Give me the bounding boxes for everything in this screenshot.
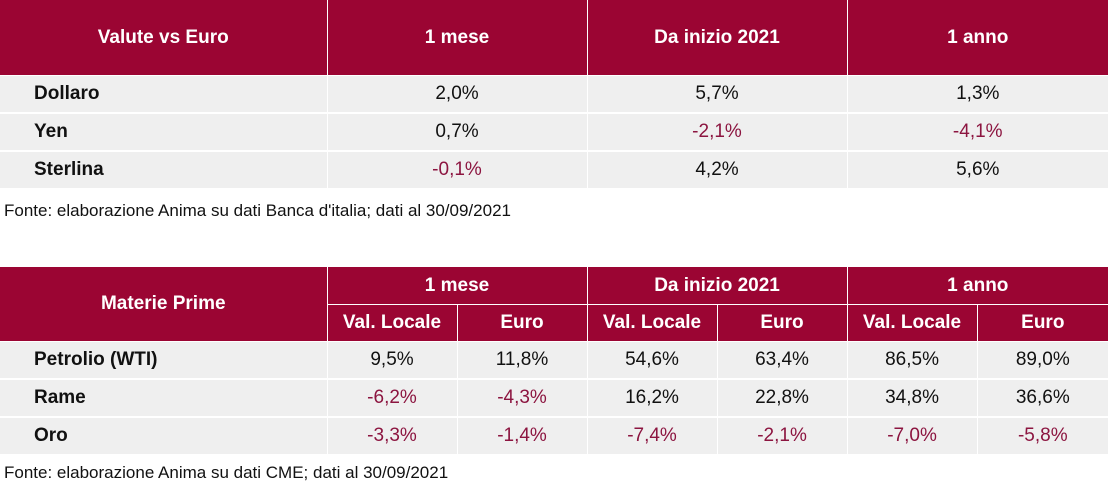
subheader-euro: Euro	[717, 304, 848, 342]
table-row: Dollaro 2,0% 5,7% 1,3%	[0, 75, 1108, 114]
cell-value: -4,3%	[457, 379, 588, 418]
commodities-subheader-row: Val. Locale Euro Val. Locale Euro Val. L…	[0, 304, 1108, 342]
cell-value: 36,6%	[977, 379, 1108, 418]
commodities-period-header-row: Materie Prime 1 mese Da inizio 2021 1 an…	[0, 267, 1108, 342]
header-da-inizio-2021: Da inizio 2021	[587, 267, 848, 305]
currency-source-note: Fonte: elaborazione Anima su dati Banca …	[4, 201, 511, 220]
table-row: Yen 0,7% -2,1% -4,1%	[0, 113, 1108, 152]
row-label: Rame	[0, 379, 328, 418]
cell-value: -1,4%	[457, 417, 588, 456]
row-label: Dollaro	[0, 75, 328, 114]
cell-value: 0,7%	[327, 113, 588, 152]
cell-value: -2,1%	[717, 417, 848, 456]
row-label: Sterlina	[0, 151, 328, 190]
header-1-anno: 1 anno	[847, 0, 1108, 76]
currency-table: Valute vs Euro 1 mese Da inizio 2021 1 a…	[0, 0, 1108, 190]
commodities-source-note: Fonte: elaborazione Anima su dati CME; d…	[4, 463, 449, 482]
cell-value: -5,8%	[977, 417, 1108, 456]
cell-value: -7,4%	[587, 417, 718, 456]
subheader-val-locale: Val. Locale	[327, 304, 458, 342]
subheader-val-locale: Val. Locale	[847, 304, 978, 342]
cell-value: 86,5%	[847, 341, 978, 380]
cell-value: 54,6%	[587, 341, 718, 380]
header-da-inizio-2021: Da inizio 2021	[587, 0, 848, 76]
cell-value: 5,6%	[847, 151, 1108, 190]
cell-value: 22,8%	[717, 379, 848, 418]
cell-value: 16,2%	[587, 379, 718, 418]
cell-value: -3,3%	[327, 417, 458, 456]
commodities-corner-header: Materie Prime	[0, 267, 328, 342]
header-1-mese: 1 mese	[327, 0, 588, 76]
cell-value: -2,1%	[587, 113, 848, 152]
table-row: Oro -3,3% -1,4% -7,4% -2,1% -7,0% -5,8%	[0, 417, 1108, 456]
cell-value: -7,0%	[847, 417, 978, 456]
cell-value: 9,5%	[327, 341, 458, 380]
row-label: Yen	[0, 113, 328, 152]
table-row: Petrolio (WTI) 9,5% 11,8% 54,6% 63,4% 86…	[0, 341, 1108, 380]
cell-value: 63,4%	[717, 341, 848, 380]
cell-value: 4,2%	[587, 151, 848, 190]
currency-corner-header: Valute vs Euro	[0, 0, 328, 76]
cell-value: 5,7%	[587, 75, 848, 114]
cell-value: 34,8%	[847, 379, 978, 418]
cell-value: -6,2%	[327, 379, 458, 418]
subheader-euro: Euro	[457, 304, 588, 342]
subheader-val-locale: Val. Locale	[587, 304, 718, 342]
cell-value: 89,0%	[977, 341, 1108, 380]
row-label: Oro	[0, 417, 328, 456]
subheader-euro: Euro	[977, 304, 1108, 342]
table-row: Rame -6,2% -4,3% 16,2% 22,8% 34,8% 36,6%	[0, 379, 1108, 418]
cell-value: -4,1%	[847, 113, 1108, 152]
row-label: Petrolio (WTI)	[0, 341, 328, 380]
cell-value: -0,1%	[327, 151, 588, 190]
table-row: Sterlina -0,1% 4,2% 5,6%	[0, 151, 1108, 190]
cell-value: 2,0%	[327, 75, 588, 114]
cell-value: 1,3%	[847, 75, 1108, 114]
header-1-anno: 1 anno	[847, 267, 1108, 305]
header-1-mese: 1 mese	[327, 267, 588, 305]
currency-header-row: Valute vs Euro 1 mese Da inizio 2021 1 a…	[0, 0, 1108, 76]
cell-value: 11,8%	[457, 341, 588, 380]
commodities-table: Materie Prime 1 mese Da inizio 2021 1 an…	[0, 267, 1108, 456]
